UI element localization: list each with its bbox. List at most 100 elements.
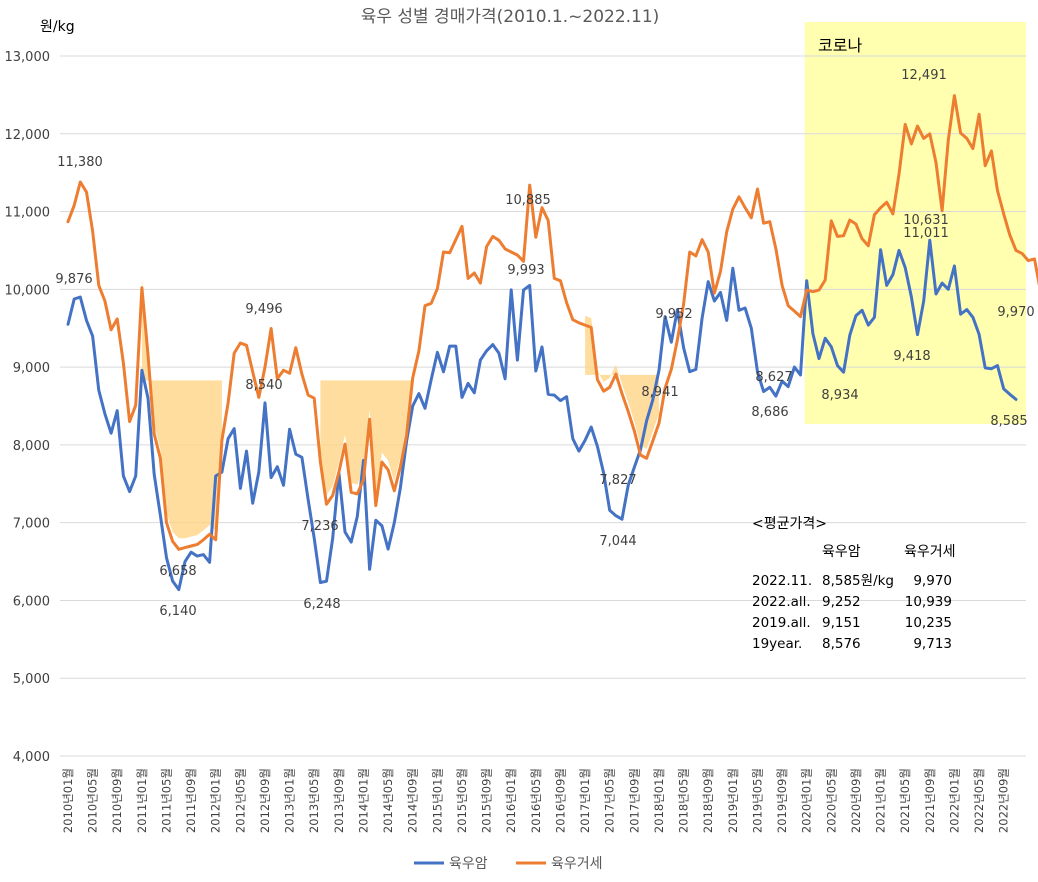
y-axis: 4,000 5,000 6,000 7,000 8,000 9,000 10,000 11,0… xyxy=(5,50,51,765)
avg-row-female: 9,252 xyxy=(822,594,861,610)
decline-shading xyxy=(141,278,659,539)
avg-header-steer: 육우거세 xyxy=(904,544,956,560)
x-tick-label: 2020년09월 xyxy=(849,768,863,833)
x-tick-label: 2019년01월 xyxy=(726,768,740,833)
x-tick-label: 2013년09월 xyxy=(332,768,346,833)
x-tick-label: 2018년09월 xyxy=(701,768,715,833)
x-tick-label: 2017년05월 xyxy=(603,768,617,833)
x-tick-label: 2018년01월 xyxy=(652,768,666,833)
avg-row-steer: 9,970 xyxy=(913,573,952,589)
avg-row-steer: 10,939 xyxy=(905,594,952,610)
data-label: 9,952 xyxy=(655,307,692,322)
x-tick-label: 2011년09월 xyxy=(184,768,198,833)
data-label: 8,686 xyxy=(751,405,788,420)
data-label: 12,491 xyxy=(901,68,947,83)
x-tick-label: 2016년05월 xyxy=(529,768,543,833)
x-tick-label: 2012년01월 xyxy=(209,768,223,833)
data-label: 8,585 xyxy=(990,414,1027,429)
x-tick-label: 2021년01월 xyxy=(874,768,888,833)
x-tick-label: 2013년05월 xyxy=(307,768,321,833)
data-label: 6,140 xyxy=(159,604,196,619)
avg-table-title: <평균가격> xyxy=(752,516,827,532)
data-label: 6,658 xyxy=(159,564,196,579)
data-label: 10,631 xyxy=(903,213,949,228)
data-label: 8,934 xyxy=(821,388,858,403)
x-tick-label: 2012년05월 xyxy=(233,768,247,833)
legend-label-steer: 육우거세 xyxy=(551,856,603,872)
avg-row-label: 2019.all. xyxy=(752,615,811,631)
avg-header-female: 육우암 xyxy=(822,544,861,560)
data-label: 9,496 xyxy=(245,302,282,317)
x-tick-label: 2015년09월 xyxy=(480,768,494,833)
corona-label: 코로나 xyxy=(818,36,862,55)
y-axis-unit: 원/kg xyxy=(40,19,75,35)
data-label: 9,418 xyxy=(893,349,930,364)
decline-shade xyxy=(141,278,222,539)
data-label: 7,827 xyxy=(599,473,636,488)
y-tick-label: 9,000 xyxy=(13,361,50,376)
chart-title: 육우 성별 경매가격(2010.1.~2022.11) xyxy=(361,7,660,27)
y-tick-label: 12,000 xyxy=(5,128,51,143)
y-tick-label: 4,000 xyxy=(13,750,50,765)
x-tick-label: 2019년05월 xyxy=(750,768,764,833)
y-tick-label: 11,000 xyxy=(5,206,51,221)
data-label: 9,876 xyxy=(55,272,92,287)
data-labels: 11,380 9,876 6,658 6,140 9,496 8,540 7,236 6,24… xyxy=(55,68,1034,619)
x-tick-label: 2012년09월 xyxy=(258,768,272,833)
corona-period-box xyxy=(804,22,1026,424)
gridlines xyxy=(60,55,1026,757)
x-tick-label: 2014년05월 xyxy=(381,768,395,833)
avg-row-label: 2022.11. xyxy=(752,573,812,589)
avg-row-female: 8,585원/kg xyxy=(822,573,894,589)
data-label: 11,380 xyxy=(57,155,103,170)
x-tick-label: 2017년01월 xyxy=(578,768,592,833)
x-tick-label: 2018년05월 xyxy=(677,768,691,833)
avg-row-steer: 9,713 xyxy=(913,636,952,652)
y-tick-label: 6,000 xyxy=(13,594,50,609)
avg-row-label: 2022.all. xyxy=(752,594,811,610)
series-line-female xyxy=(66,238,1018,592)
avg-row-female: 8,576 xyxy=(822,636,861,652)
x-tick-label: 2016년01월 xyxy=(504,768,518,833)
data-label: 10,885 xyxy=(505,193,551,208)
x-tick-label: 2015년01월 xyxy=(430,768,444,833)
x-tick-label: 2020년01월 xyxy=(800,768,814,833)
x-tick-label: 2021년09월 xyxy=(923,768,937,833)
x-tick-label: 2021년05월 xyxy=(898,768,912,833)
corona-box xyxy=(804,22,1026,424)
y-tick-label: 8,000 xyxy=(13,439,50,454)
avg-row-label: 19year. xyxy=(752,636,802,652)
x-tick-label: 2022년09월 xyxy=(997,768,1011,833)
series-lines xyxy=(66,94,1038,592)
data-label: 6,248 xyxy=(303,597,340,612)
x-tick-label: 2014년01월 xyxy=(356,768,370,833)
data-label: 7,236 xyxy=(301,519,338,534)
legend-label-female: 육우암 xyxy=(449,856,488,872)
x-tick-label: 2010년01월 xyxy=(61,768,75,833)
data-label: 7,044 xyxy=(599,534,636,549)
x-tick-label: 2015년05월 xyxy=(455,768,469,833)
y-tick-label: 10,000 xyxy=(5,283,51,298)
legend: 육우암 육우거세 xyxy=(414,856,603,872)
x-tick-label: 2013년01월 xyxy=(283,768,297,833)
x-tick-label: 2022년01월 xyxy=(947,768,961,833)
avg-table-rows: 2022.11. 8,585원/kg 9,970 2022.all. 9,252 10,9… xyxy=(752,573,952,652)
data-label: 9,993 xyxy=(507,263,544,278)
avg-row-steer: 10,235 xyxy=(905,615,952,631)
avg-row-female: 9,151 xyxy=(822,615,861,631)
decline-shade xyxy=(320,368,413,497)
data-label: 8,540 xyxy=(245,378,282,393)
x-tick-label: 2014년09월 xyxy=(406,768,420,833)
x-tick-label: 2011년01월 xyxy=(135,768,149,833)
x-tick-label: 2022년05월 xyxy=(972,768,986,833)
x-tick-label: 2010년05월 xyxy=(86,768,100,833)
y-tick-label: 13,000 xyxy=(5,50,51,65)
x-tick-label: 2019년09월 xyxy=(775,768,789,833)
y-tick-label: 5,000 xyxy=(13,672,50,687)
data-label: 9,970 xyxy=(997,305,1034,320)
x-tick-label: 2011년05월 xyxy=(159,768,173,833)
data-label: 8,627 xyxy=(755,370,792,385)
x-tick-label: 2010년09월 xyxy=(110,768,124,833)
x-tick-label: 2016년09월 xyxy=(553,768,567,833)
